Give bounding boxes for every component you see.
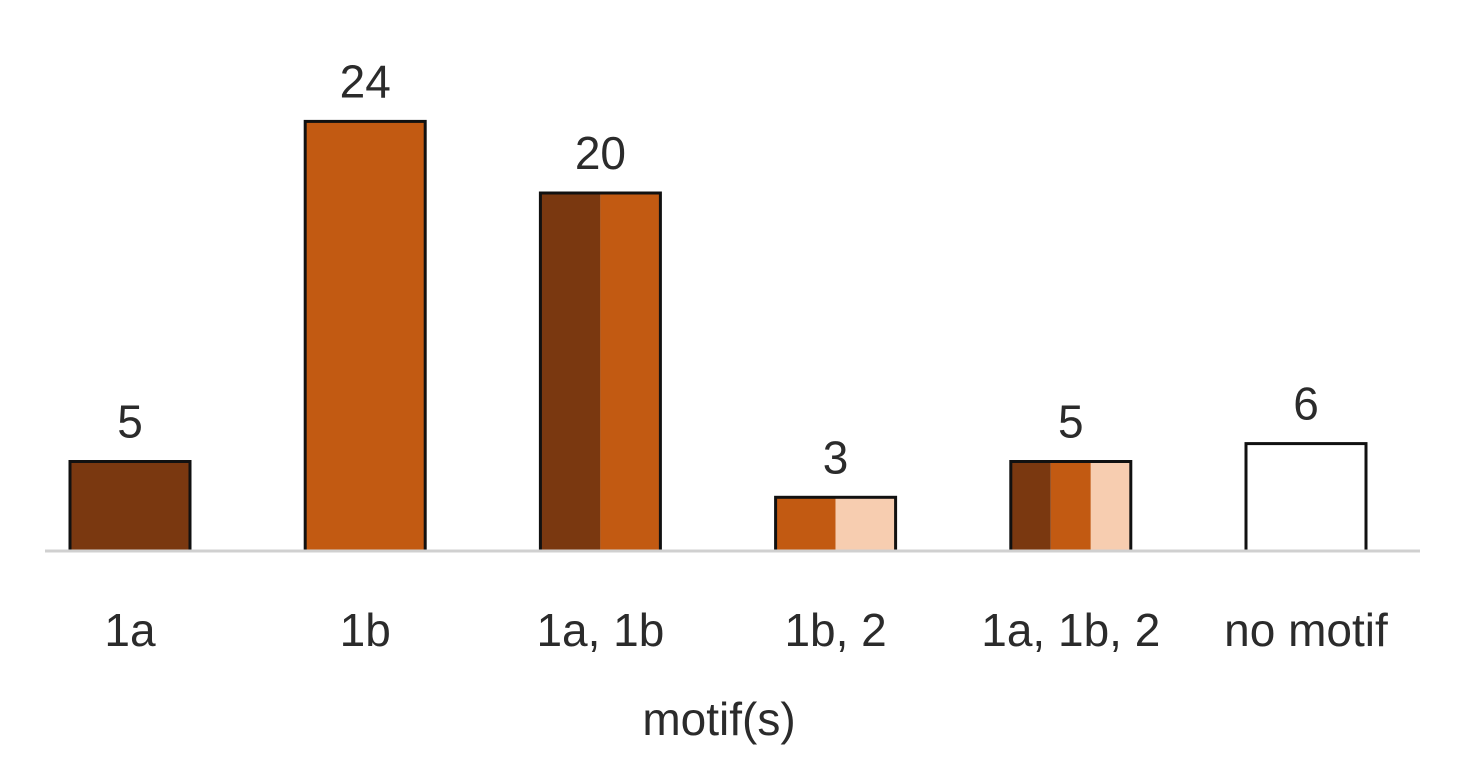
bar-6 [1244, 442, 1368, 553]
x-tick-label: 1b [340, 604, 391, 656]
bar-2 [303, 119, 427, 553]
bar-4 [774, 495, 898, 553]
bar-segment-1a [70, 461, 190, 551]
bar-segment-2 [1090, 461, 1131, 551]
bar-segment-1b [1050, 461, 1091, 551]
data-label: 5 [117, 396, 143, 448]
bar-segment-2 [835, 497, 896, 551]
x-axis-title: motif(s) [642, 693, 795, 745]
bar-segment-1a [1010, 461, 1051, 551]
x-tick-labels: 1a 1b 1a, 1b 1b, 2 1a, 1b, 2 no motif [104, 604, 1388, 656]
data-label: 6 [1293, 378, 1319, 430]
x-tick-label: no motif [1224, 604, 1388, 656]
bar-segment-1b [305, 121, 426, 552]
bar-segment-1b [600, 193, 661, 551]
data-label: 5 [1058, 396, 1084, 448]
data-label: 20 [575, 127, 626, 179]
bar-3 [538, 191, 662, 553]
bar-segment-none [1246, 443, 1366, 551]
x-tick-label: 1b, 2 [784, 604, 886, 656]
data-label: 3 [823, 431, 849, 483]
bar-segment-1a [540, 193, 601, 551]
bar-1 [68, 460, 192, 553]
x-tick-label: 1a, 1b, 2 [981, 604, 1160, 656]
data-label: 24 [340, 55, 391, 107]
x-tick-label: 1a, 1b [536, 604, 664, 656]
bars-group [68, 119, 1368, 553]
bar-5 [1009, 460, 1133, 553]
data-labels: 5 24 20 3 5 6 [117, 55, 1319, 483]
x-tick-label: 1a [104, 604, 156, 656]
bar-segment-1b [775, 497, 836, 551]
